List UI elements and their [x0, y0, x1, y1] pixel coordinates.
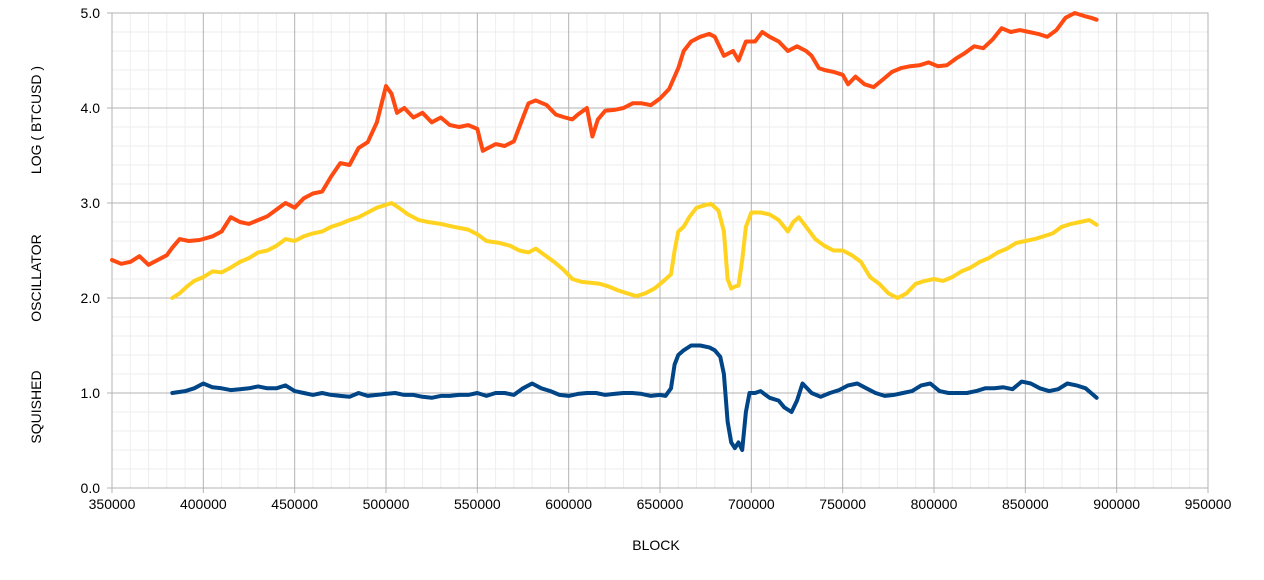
series-layer	[110, 11, 1099, 452]
squished-line	[170, 343, 1099, 452]
y-tick-label: 3.0	[81, 195, 101, 211]
y-tick-label: 4.0	[81, 100, 101, 116]
y-tick-labels: 0.0 1.0 2.0 3.0 4.0 5.0	[81, 5, 101, 496]
x-tick-label: 450000	[271, 496, 318, 512]
x-tick-label: 850000	[1002, 496, 1049, 512]
x-tick-label: 600000	[545, 496, 592, 512]
log-btcusd-line	[110, 11, 1099, 267]
y-axis-label-squished: SQUISHED	[28, 370, 44, 444]
plot-area-frame	[111, 12, 1209, 489]
x-tick-label: 700000	[728, 496, 775, 512]
x-tick-label: 750000	[819, 496, 866, 512]
y-tick-label: 5.0	[81, 5, 101, 21]
x-tick-label: 550000	[454, 496, 501, 512]
x-tick-label: 400000	[180, 496, 227, 512]
x-tick-label: 650000	[637, 496, 684, 512]
oscillator-line	[170, 201, 1099, 300]
y-tick-label: 0.0	[81, 480, 101, 496]
y-tick-label: 2.0	[81, 290, 101, 306]
x-tick-label: 800000	[911, 496, 958, 512]
x-tick-label: 500000	[363, 496, 410, 512]
y-axis-label-log-btcusd: LOG ( BTCUSD )	[28, 65, 44, 175]
x-tick-label: 350000	[89, 496, 136, 512]
y-axis-label-oscillator: OSCILLATOR	[28, 234, 44, 322]
x-axis-label: BLOCK	[632, 537, 680, 553]
y-tick-label: 1.0	[81, 385, 101, 401]
x-tick-label: 900000	[1093, 496, 1140, 512]
major-grid	[107, 12, 1209, 493]
x-tick-label: 950000	[1185, 496, 1232, 512]
x-tick-labels: 350000 400000 450000 500000 550000 600000 6500…	[89, 496, 1232, 512]
